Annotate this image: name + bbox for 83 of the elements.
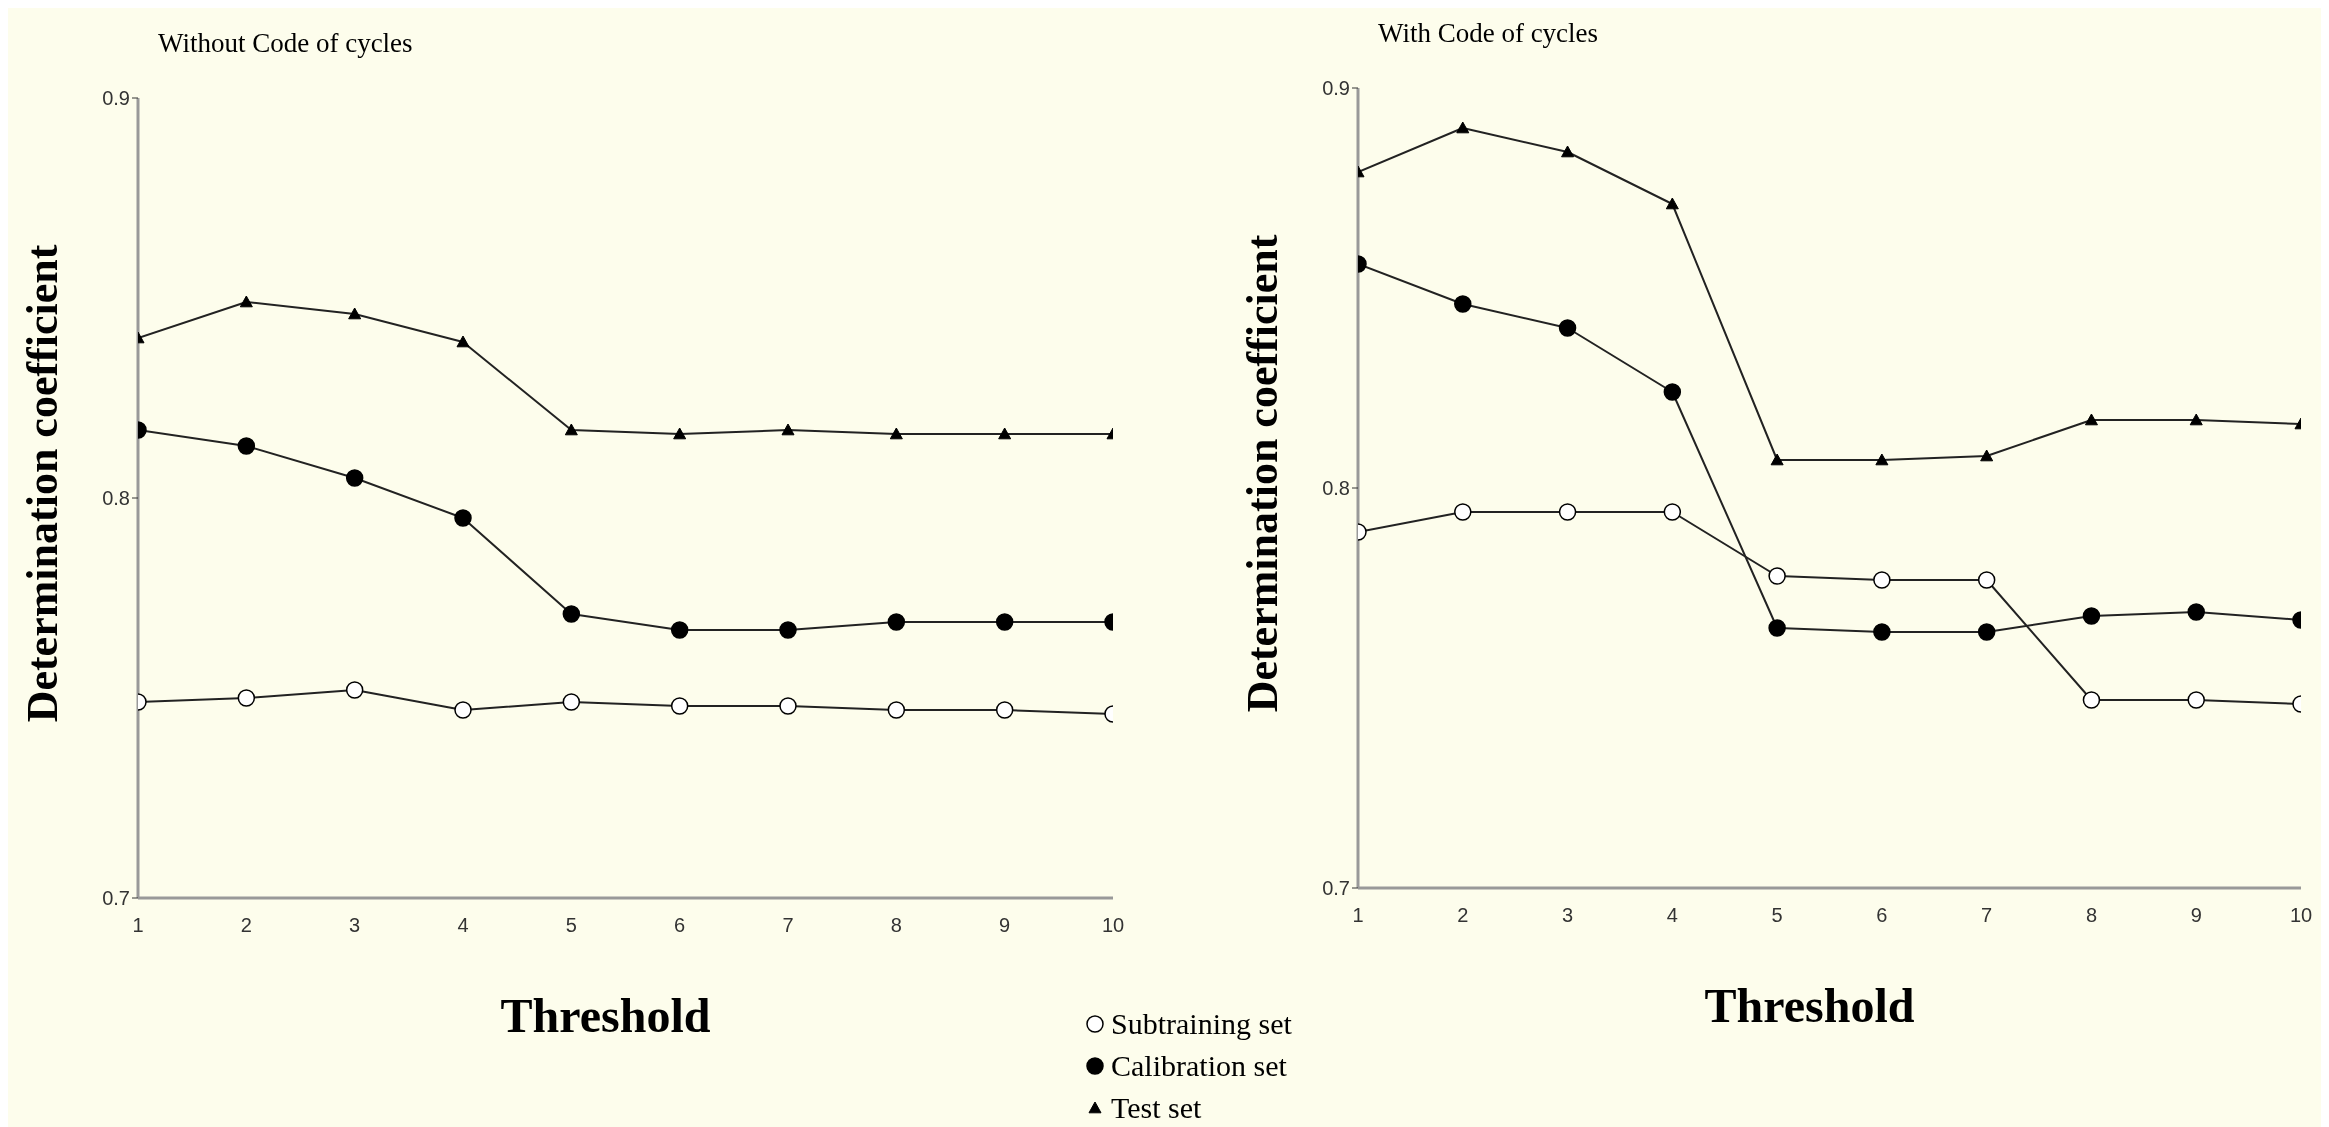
point bbox=[995, 701, 1014, 719]
x-tick-label: 6 bbox=[674, 914, 686, 937]
point bbox=[1768, 619, 1786, 637]
point bbox=[2082, 607, 2101, 625]
point bbox=[1977, 571, 1996, 589]
point bbox=[1558, 319, 1577, 337]
x-axis-title: Threshold bbox=[1703, 978, 1916, 1033]
point bbox=[887, 701, 906, 719]
y-tick-label: 0.8 bbox=[1322, 477, 1350, 500]
chart-title: With Code of cycles bbox=[1378, 18, 1599, 49]
x-tick-label: 9 bbox=[999, 914, 1011, 937]
point bbox=[2084, 413, 2098, 426]
point bbox=[237, 437, 256, 455]
point bbox=[781, 423, 795, 436]
point bbox=[670, 697, 689, 715]
y-tick-label: 0.9 bbox=[102, 87, 130, 110]
x-tick-label: 3 bbox=[1561, 904, 1574, 927]
point bbox=[454, 701, 472, 719]
legend-label: Subtraining set bbox=[1111, 1007, 1292, 1041]
point bbox=[239, 295, 253, 308]
x-tick-label: 1 bbox=[1352, 904, 1364, 927]
point bbox=[1875, 453, 1889, 466]
point bbox=[779, 621, 797, 639]
y-tick-label: 0.7 bbox=[1322, 877, 1350, 900]
point bbox=[1977, 623, 1996, 641]
point bbox=[1665, 197, 1679, 210]
point bbox=[237, 689, 256, 707]
y-tick-label: 0.9 bbox=[1322, 77, 1350, 100]
point bbox=[1980, 449, 1994, 462]
point bbox=[1770, 453, 1784, 466]
legend-label: Calibration set bbox=[1111, 1049, 1287, 1083]
point bbox=[998, 427, 1012, 440]
point bbox=[1768, 567, 1786, 585]
point bbox=[345, 681, 364, 699]
x-tick-label: 8 bbox=[2085, 904, 2098, 927]
point bbox=[345, 469, 364, 487]
x-tick-label: 10 bbox=[1101, 914, 1125, 937]
x-tick-label: 5 bbox=[1771, 904, 1783, 927]
point bbox=[1873, 571, 1891, 589]
point bbox=[456, 335, 470, 348]
point bbox=[564, 423, 578, 436]
x-tick-label: 2 bbox=[240, 914, 252, 937]
point bbox=[1873, 623, 1891, 641]
x-tick-label: 3 bbox=[349, 914, 361, 937]
point bbox=[2187, 603, 2205, 621]
y-tick-label: 0.8 bbox=[102, 487, 130, 510]
legend-label: Test set bbox=[1111, 1091, 1202, 1125]
point bbox=[1561, 145, 1575, 158]
x-tick-label: 2 bbox=[1457, 904, 1469, 927]
point bbox=[2082, 691, 2101, 709]
y-axis-title: Determination coefficient bbox=[1237, 234, 1289, 712]
x-tick-label: 8 bbox=[890, 914, 902, 937]
point bbox=[1663, 503, 1682, 521]
point bbox=[562, 693, 581, 711]
x-tick-label: 5 bbox=[565, 914, 577, 937]
x-tick-label: 9 bbox=[2190, 904, 2202, 927]
x-tick-label: 6 bbox=[1876, 904, 1888, 927]
chart-title: Without Code of cycles bbox=[158, 28, 413, 59]
point bbox=[779, 697, 797, 715]
point bbox=[2189, 413, 2203, 426]
point bbox=[1454, 503, 1472, 521]
point bbox=[348, 307, 362, 320]
y-tick-label: 0.7 bbox=[102, 887, 130, 910]
y-axis-title: Determination coefficient bbox=[17, 244, 69, 722]
point bbox=[670, 621, 689, 639]
x-tick-label: 7 bbox=[782, 914, 794, 937]
point bbox=[1454, 295, 1472, 313]
point bbox=[673, 427, 687, 440]
x-tick-label: 1 bbox=[132, 914, 144, 937]
x-tick-label: 7 bbox=[1981, 904, 1993, 927]
point bbox=[1558, 503, 1577, 521]
x-tick-label: 10 bbox=[2289, 904, 2313, 927]
point bbox=[889, 427, 903, 440]
point bbox=[2187, 691, 2205, 709]
point bbox=[562, 605, 581, 623]
point bbox=[887, 613, 906, 631]
point bbox=[995, 613, 1014, 631]
point bbox=[454, 509, 472, 527]
point bbox=[1663, 383, 1682, 401]
x-tick-label: 4 bbox=[457, 914, 469, 937]
x-tick-label: 4 bbox=[1666, 904, 1678, 927]
point bbox=[1456, 121, 1470, 134]
x-axis-title: Threshold bbox=[500, 989, 711, 1042]
